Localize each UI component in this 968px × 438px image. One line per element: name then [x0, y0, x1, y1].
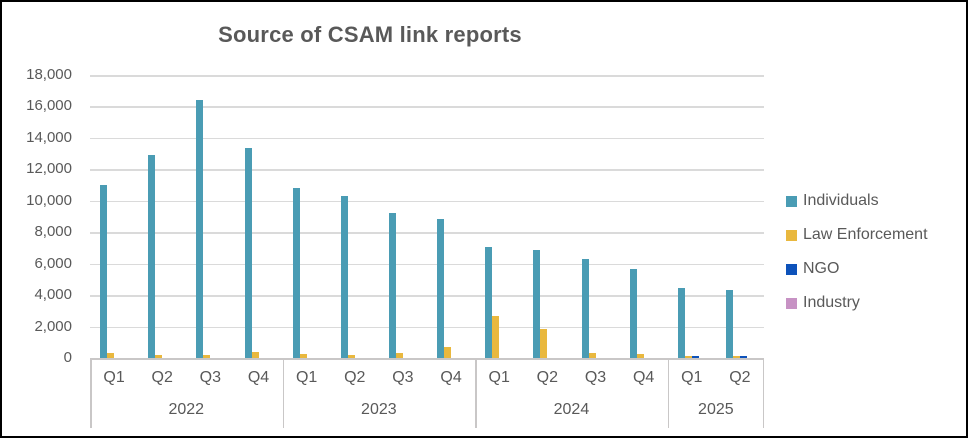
- x-axis-divider: [762, 360, 764, 428]
- bar-law-enforcement-2025-Q2: [732, 355, 740, 358]
- x-tick-quarter: Q2: [344, 369, 366, 386]
- y-tick-label: 18,000: [26, 66, 72, 83]
- legend-label: Individuals: [803, 192, 879, 209]
- gridline-6000: [90, 263, 764, 266]
- bar-law-enforcement-2023-Q2: [347, 354, 355, 358]
- chart-title: Source of CSAM link reports: [218, 22, 522, 47]
- legend-marker-icon: [786, 195, 797, 207]
- x-tick-quarter: Q2: [536, 369, 559, 386]
- bar-individuals-2022-Q3: [196, 100, 204, 358]
- bar-individuals-2023-Q2: [340, 196, 348, 358]
- legend-item-industry: Industry: [786, 286, 962, 320]
- x-tick-quarter: Q4: [632, 369, 655, 386]
- x-axis-divider: [90, 360, 92, 428]
- gridline-10000: [90, 200, 764, 203]
- x-tick-quarter: Q4: [247, 369, 270, 386]
- gridline-2000: [90, 326, 764, 329]
- x-tick-quarter: Q1: [103, 369, 125, 386]
- gridline-18000: [90, 75, 764, 77]
- x-axis-divider: [475, 360, 477, 428]
- bar-individuals-2022-Q4: [244, 148, 252, 358]
- plot-area: [90, 75, 764, 358]
- legend-item-law-enforcement: Law Enforcement: [786, 218, 962, 252]
- bar-individuals-2024-Q2: [533, 250, 541, 358]
- bar-individuals-2024-Q1: [485, 247, 493, 358]
- x-tick-quarter: Q1: [681, 369, 703, 386]
- bar-ngo-2025-Q1: [691, 356, 699, 358]
- bar-law-enforcement-2022-Q1: [107, 353, 115, 358]
- bar-individuals-2025-Q2: [725, 290, 733, 358]
- gridline-8000: [90, 232, 764, 234]
- x-tick-quarter: Q2: [151, 369, 173, 386]
- gridline-16000: [90, 106, 764, 108]
- gridline-12000: [90, 169, 764, 171]
- legend-label: Law Enforcement: [803, 226, 928, 243]
- bar-law-enforcement-2024-Q2: [540, 328, 548, 358]
- y-tick-label: 14,000: [26, 128, 72, 146]
- y-axis: 18,000 16,000 14,000 12,000 10,000 8,000 6,000…: [6, 66, 80, 366]
- legend-marker-icon: [786, 229, 797, 241]
- x-axis: Q1 Q2 Q3 Q4 2022 Q1 Q2 Q3 Q4 2023 Q1 Q2 Q3 Q4 2024 Q1 Q2…: [90, 358, 764, 428]
- y-tick-label: 10,000: [26, 191, 72, 209]
- bar-law-enforcement-2022-Q3: [203, 354, 211, 358]
- bar-individuals-2022-Q1: [100, 185, 108, 358]
- x-tick-year-2024: 2024: [553, 401, 590, 418]
- x-axis-divider: [667, 360, 670, 428]
- bar-law-enforcement-2023-Q1: [299, 354, 307, 358]
- legend-marker-icon: [786, 263, 797, 275]
- legend-item-individuals: Individuals: [786, 184, 962, 218]
- bar-individuals-2023-Q1: [292, 188, 300, 358]
- bar-individuals-2023-Q4: [437, 218, 445, 358]
- bar-law-enforcement-2024-Q1: [492, 316, 500, 358]
- y-tick-label: 6,000: [34, 254, 72, 272]
- legend-label: NGO: [803, 260, 840, 277]
- y-tick-label: 0: [63, 349, 72, 366]
- y-tick-label: 12,000: [26, 160, 72, 178]
- x-tick-quarter: Q2: [729, 369, 751, 386]
- y-tick-label: 4,000: [34, 286, 72, 304]
- x-tick-year-2023: 2023: [361, 401, 397, 418]
- legend-label: Industry: [803, 294, 860, 311]
- bar-law-enforcement-2022-Q4: [251, 352, 259, 358]
- y-tick-label: 16,000: [26, 97, 72, 115]
- legend-marker-icon: [786, 297, 797, 309]
- legend-item-ngo: NGO: [786, 252, 962, 286]
- x-tick-quarter: Q4: [440, 369, 462, 386]
- bar-law-enforcement-2023-Q4: [444, 346, 452, 358]
- bar-individuals-2023-Q3: [388, 212, 396, 358]
- x-tick-year-2025: 2025: [698, 401, 734, 418]
- x-axis-divider: [282, 360, 285, 428]
- x-tick-quarter: Q1: [295, 369, 318, 386]
- gridline-14000: [90, 137, 764, 140]
- bar-individuals-2022-Q2: [148, 155, 156, 358]
- bar-ngo-2025-Q2: [739, 356, 747, 358]
- y-tick-label: 8,000: [34, 223, 72, 241]
- x-tick-quarter: Q1: [488, 369, 510, 386]
- bar-individuals-2024-Q3: [581, 258, 589, 358]
- bar-individuals-2024-Q4: [629, 269, 637, 358]
- gridline-4000: [90, 295, 764, 297]
- bar-individuals-2025-Q1: [677, 288, 685, 358]
- bar-law-enforcement-2024-Q3: [588, 353, 596, 358]
- x-tick-quarter: Q3: [199, 369, 222, 386]
- bar-law-enforcement-2022-Q2: [155, 354, 163, 358]
- x-tick-year-2022: 2022: [168, 401, 205, 418]
- bar-law-enforcement-2023-Q3: [395, 353, 403, 358]
- bar-law-enforcement-2025-Q1: [684, 355, 692, 358]
- y-tick-label: 2,000: [34, 317, 72, 335]
- bar-law-enforcement-2024-Q4: [636, 353, 644, 358]
- legend: Individuals Law Enforcement NGO Industry: [786, 184, 962, 320]
- x-tick-quarter: Q3: [392, 369, 414, 386]
- x-tick-quarter: Q3: [584, 369, 607, 386]
